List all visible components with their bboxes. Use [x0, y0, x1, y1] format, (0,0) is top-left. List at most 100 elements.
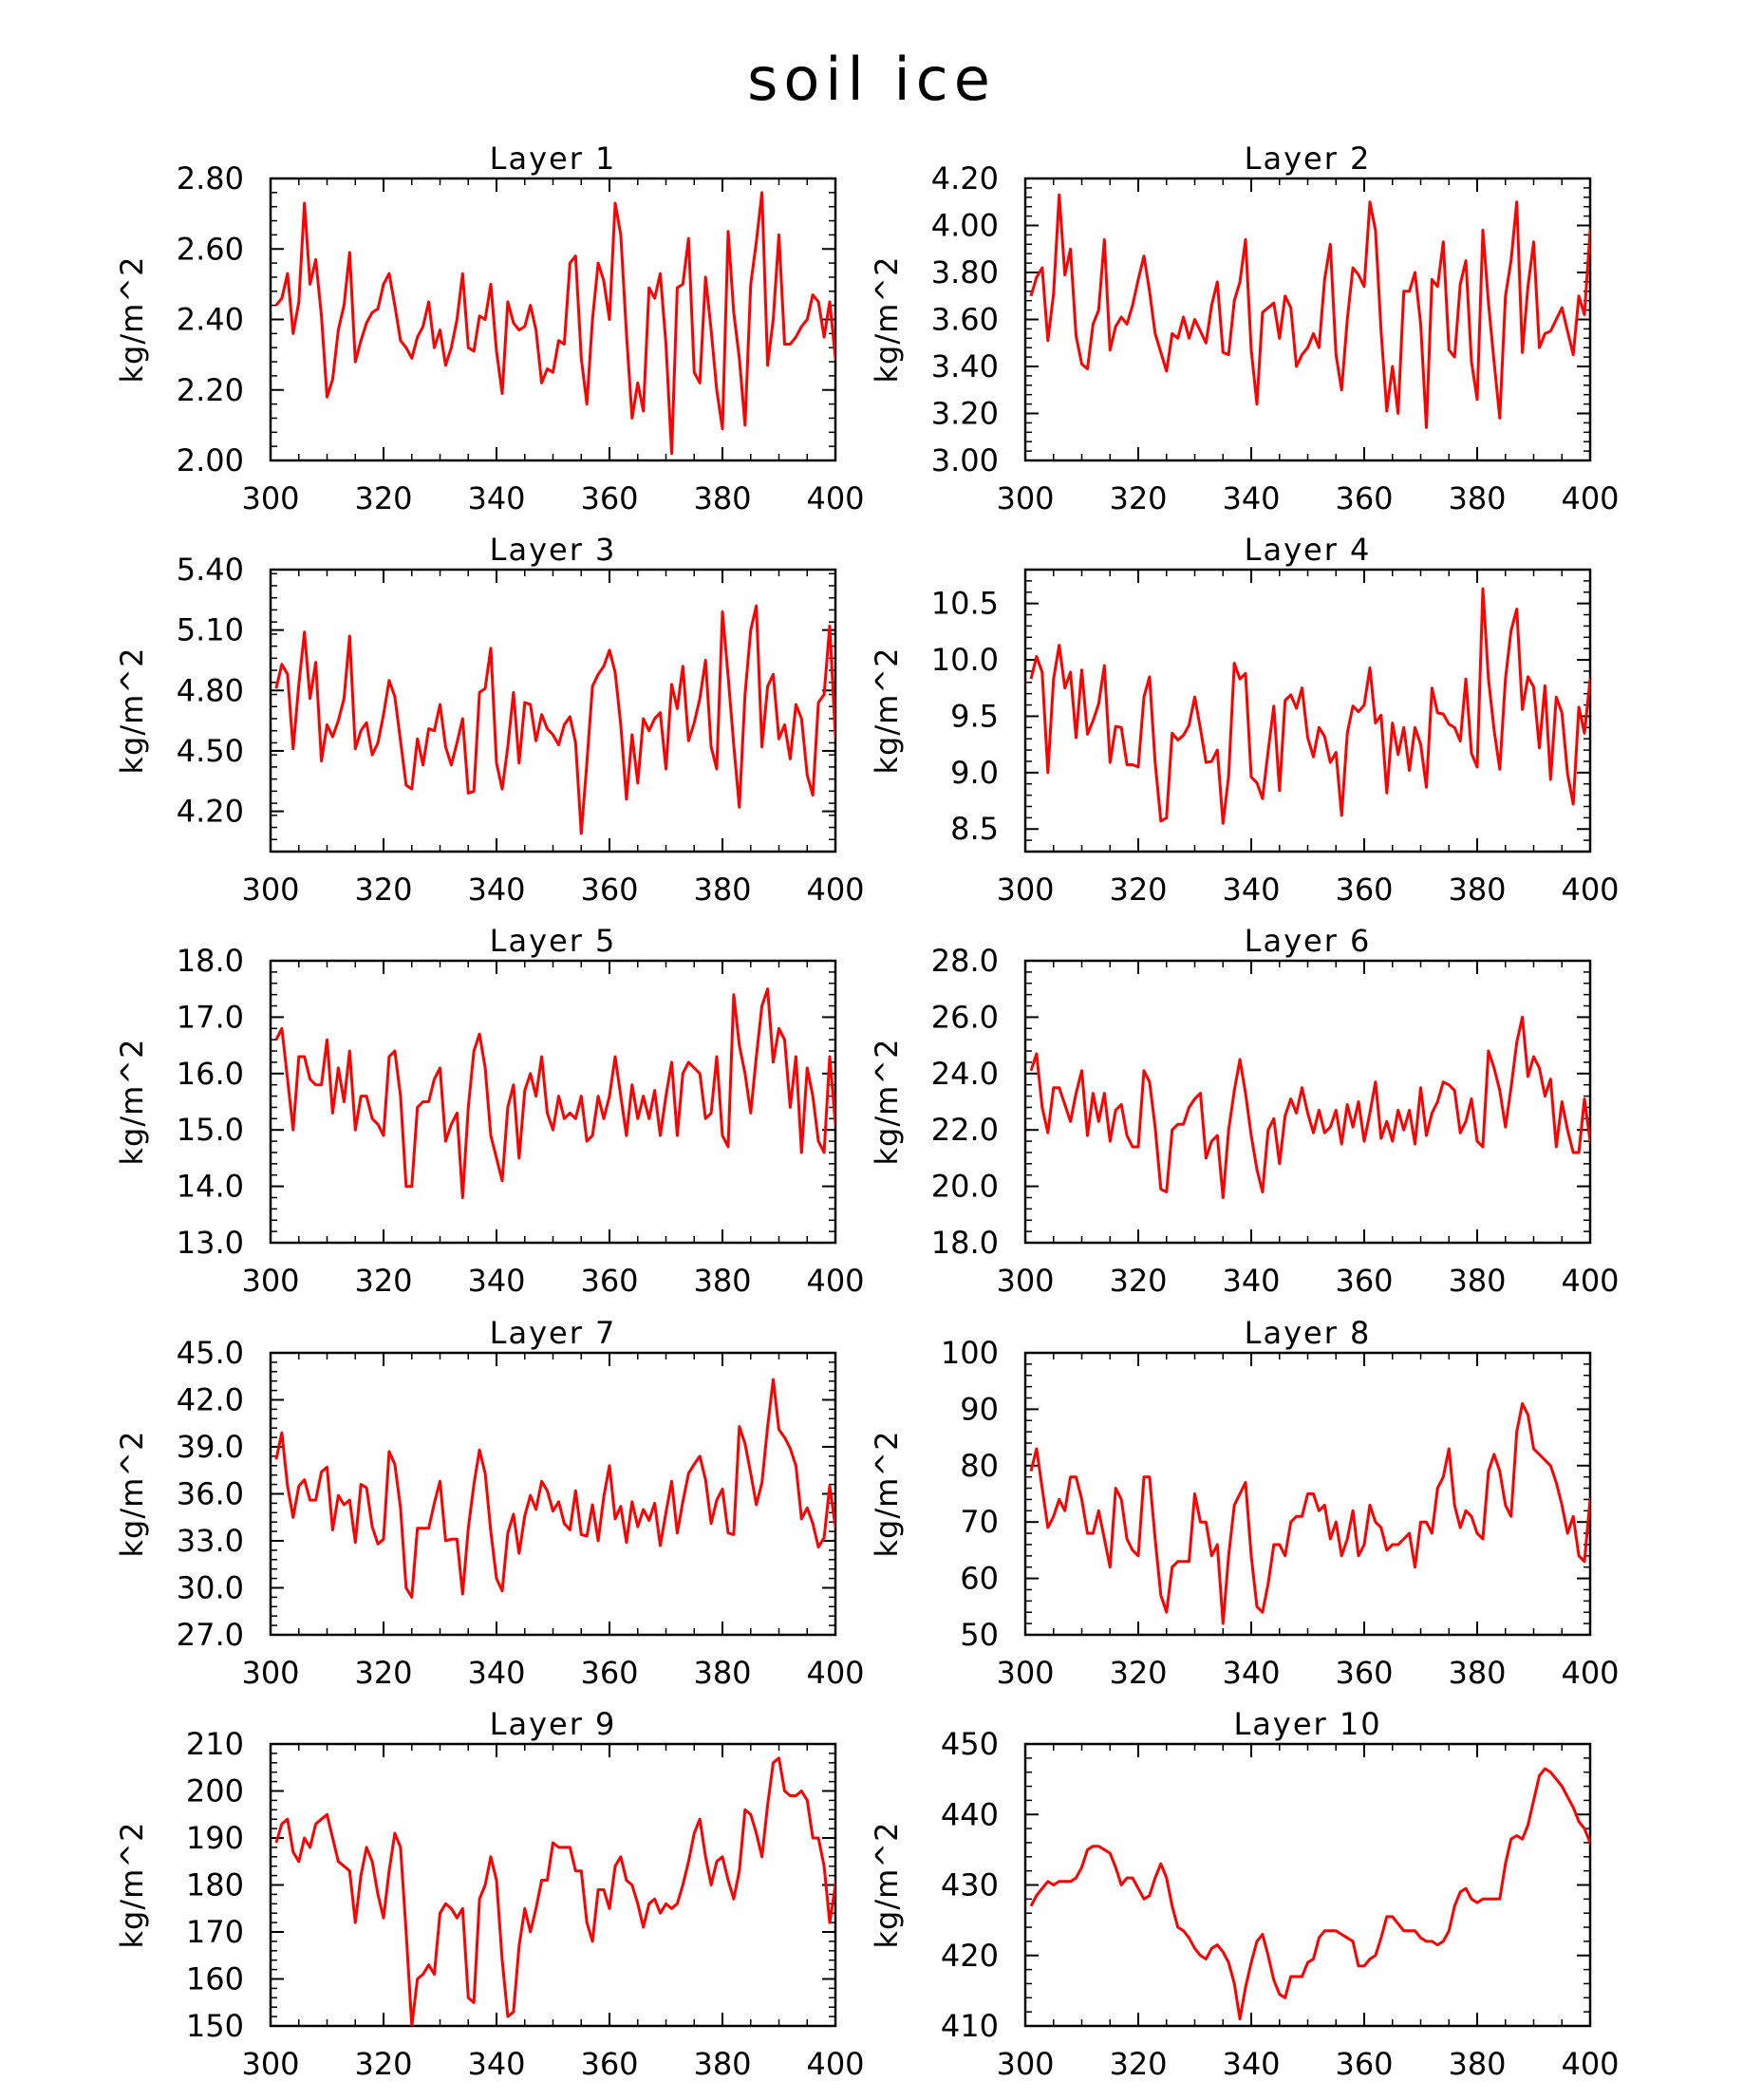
- layer-9-ytick-label: 160: [186, 1961, 244, 1997]
- layer-3-xtick-label: 380: [693, 872, 751, 908]
- layer-8-ytick-label: 60: [960, 1561, 999, 1597]
- layer-6-ytick-label: 26.0: [931, 999, 999, 1035]
- layer-10-xtick-label: 300: [996, 2046, 1054, 2082]
- layer-7-ytick-label: 27.0: [177, 1617, 244, 1653]
- layer-8-series-line: [1029, 1402, 1590, 1625]
- layer-9-title: Layer 9: [490, 1706, 617, 1742]
- layer-1-ytick-label: 2.60: [177, 231, 244, 267]
- layer-6-xtick-label: 380: [1448, 1263, 1506, 1299]
- layer-8-title: Layer 8: [1245, 1315, 1372, 1351]
- layer-5-panel: Layer 5 kg/m^2 300 320 340 360 380 400 13.0 14.0 1…: [114, 923, 865, 1299]
- layer-1-xtick-label: 340: [467, 480, 525, 516]
- layer-6-xtick-label: 360: [1335, 1263, 1393, 1299]
- layer-3-xtick-label: 360: [580, 872, 638, 908]
- layer-7-ytick-label: 36.0: [177, 1476, 244, 1512]
- layer-10-title: Layer 10: [1233, 1706, 1381, 1742]
- layer-7-panel: Layer 7 kg/m^2 300 320 340 360 380 400 27.0 30.0 3…: [114, 1315, 865, 1691]
- layer-7-title: Layer 7: [490, 1315, 617, 1351]
- layer-8-xtick-label: 400: [1561, 1655, 1619, 1691]
- layer-1-panel: Layer 1 kg/m^2 300 320 340 360 380 400 2.00 2.20 2…: [114, 141, 865, 516]
- layer-10-xtick-label: 400: [1561, 2046, 1619, 2082]
- layer-8-xtick-label: 300: [996, 1655, 1054, 1691]
- layer-7-xtick-label: 360: [580, 1655, 638, 1691]
- layer-4-xtick-label: 340: [1222, 872, 1280, 908]
- layer-10-ytick-label: 430: [941, 1867, 999, 1903]
- layer-2-xtick-label: 400: [1561, 480, 1619, 516]
- layer-4-ytick-label: 9.0: [950, 755, 999, 791]
- layer-4-ytick-label: 10.5: [931, 586, 999, 622]
- layer-2-xtick-label: 340: [1222, 480, 1280, 516]
- layer-6-ytick-label: 18.0: [931, 1225, 999, 1261]
- layer-5-ytick-label: 17.0: [177, 999, 244, 1035]
- layer-10-ytick-label: 450: [941, 1726, 999, 1762]
- layer-7-ytick-label: 45.0: [177, 1335, 244, 1371]
- layer-5-ytick-label: 15.0: [177, 1112, 244, 1148]
- layer-9-ytick-label: 150: [186, 2008, 244, 2044]
- layer-1-ytick-label: 2.40: [177, 302, 244, 338]
- layer-10-xtick-label: 380: [1448, 2046, 1506, 2082]
- layer-1-xtick-label: 360: [580, 480, 638, 516]
- layer-2-xtick-label: 380: [1448, 480, 1506, 516]
- layer-2-title: Layer 2: [1245, 141, 1372, 177]
- layer-4-series-line: [1029, 587, 1590, 825]
- layer-10-panel: Layer 10 kg/m^2 300 320 340 360 380 400 410 420 43…: [869, 1706, 1620, 2082]
- layer-4-ytick-label: 10.0: [931, 642, 999, 678]
- layer-3-xtick-label: 320: [354, 872, 412, 908]
- layer-10-ytick-label: 410: [941, 2008, 999, 2044]
- layer-3-panel: Layer 3 kg/m^2 300 320 340 360 380 400 4.20 4.50 4…: [114, 532, 865, 908]
- layer-2-ytick-label: 3.80: [931, 254, 999, 291]
- layer-9-ytick-label: 190: [186, 1820, 244, 1856]
- layer-10-ytick-label: 440: [941, 1796, 999, 1832]
- layer-3-ylabel: kg/m^2: [114, 647, 150, 775]
- layer-9-panel: Layer 9 kg/m^2 300 320 340 360 380 400 150 160 170…: [114, 1706, 865, 2082]
- layer-8-xtick-label: 320: [1109, 1655, 1167, 1691]
- layer-5-xtick-label: 300: [241, 1263, 299, 1299]
- layer-4-panel: Layer 4 kg/m^2 300 320 340 360 380 400 8.5 9.0 9.5…: [869, 532, 1620, 908]
- layer-5-xtick-label: 400: [806, 1263, 864, 1299]
- layer-8-ytick-label: 90: [960, 1391, 999, 1427]
- layer-7-ytick-label: 39.0: [177, 1429, 244, 1465]
- layer-4-frame: [1023, 568, 1592, 853]
- layer-4-title: Layer 4: [1245, 532, 1372, 568]
- layer-9-ytick-label: 200: [186, 1773, 244, 1809]
- layer-2-series-line: [1029, 193, 1590, 429]
- layer-4-ytick-label: 8.5: [950, 811, 999, 847]
- layer-3-frame: [269, 568, 837, 853]
- layer-3-ytick-label: 4.50: [177, 733, 244, 769]
- layer-5-ytick-label: 18.0: [177, 943, 244, 979]
- layer-5-ytick-label: 16.0: [177, 1056, 244, 1092]
- layer-1-ylabel: kg/m^2: [114, 256, 150, 384]
- layer-9-xtick-label: 380: [693, 2046, 751, 2082]
- layer-7-xtick-label: 300: [241, 1655, 299, 1691]
- layer-7-ytick-label: 33.0: [177, 1523, 244, 1559]
- layer-6-title: Layer 6: [1245, 923, 1372, 959]
- layer-8-ytick-label: 70: [960, 1504, 999, 1540]
- layer-8-ylabel: kg/m^2: [869, 1431, 905, 1558]
- layer-1-title: Layer 1: [490, 141, 617, 177]
- layer-9-xtick-label: 340: [467, 2046, 525, 2082]
- layer-3-ytick-label: 5.10: [177, 612, 244, 648]
- layer-5-xtick-label: 320: [354, 1263, 412, 1299]
- layer-5-xtick-label: 360: [580, 1263, 638, 1299]
- layer-8-xtick-label: 360: [1335, 1655, 1393, 1691]
- layer-5-xtick-label: 380: [693, 1263, 751, 1299]
- layer-6-ytick-label: 28.0: [931, 943, 999, 979]
- layer-4-ytick-label: 9.5: [950, 698, 999, 734]
- layer-9-xtick-label: 400: [806, 2046, 864, 2082]
- layer-1-xtick-label: 400: [806, 480, 864, 516]
- layer-8-panel: Layer 8 kg/m^2 300 320 340 360 380 400 50 60 70 80 9…: [869, 1315, 1620, 1691]
- layer-8-xtick-label: 340: [1222, 1655, 1280, 1691]
- layer-7-ytick-label: 30.0: [177, 1570, 244, 1606]
- layer-7-ytick-label: 42.0: [177, 1382, 244, 1418]
- layer-5-series-line: [274, 987, 835, 1199]
- layer-5-ytick-label: 13.0: [177, 1225, 244, 1261]
- layer-3-ytick-label: 4.20: [177, 794, 244, 830]
- layer-6-xtick-label: 340: [1222, 1263, 1280, 1299]
- layer-5-title: Layer 5: [490, 923, 617, 959]
- layer-4-xtick-label: 320: [1109, 872, 1167, 908]
- layer-6-panel: Layer 6 kg/m^2 300 320 340 360 380 400 18.0 20.0 2…: [869, 923, 1620, 1299]
- layer-3-xtick-label: 400: [806, 872, 864, 908]
- layer-6-ylabel: kg/m^2: [869, 1039, 905, 1166]
- layer-9-frame: [269, 1742, 837, 2028]
- layer-10-ylabel: kg/m^2: [869, 1822, 905, 1949]
